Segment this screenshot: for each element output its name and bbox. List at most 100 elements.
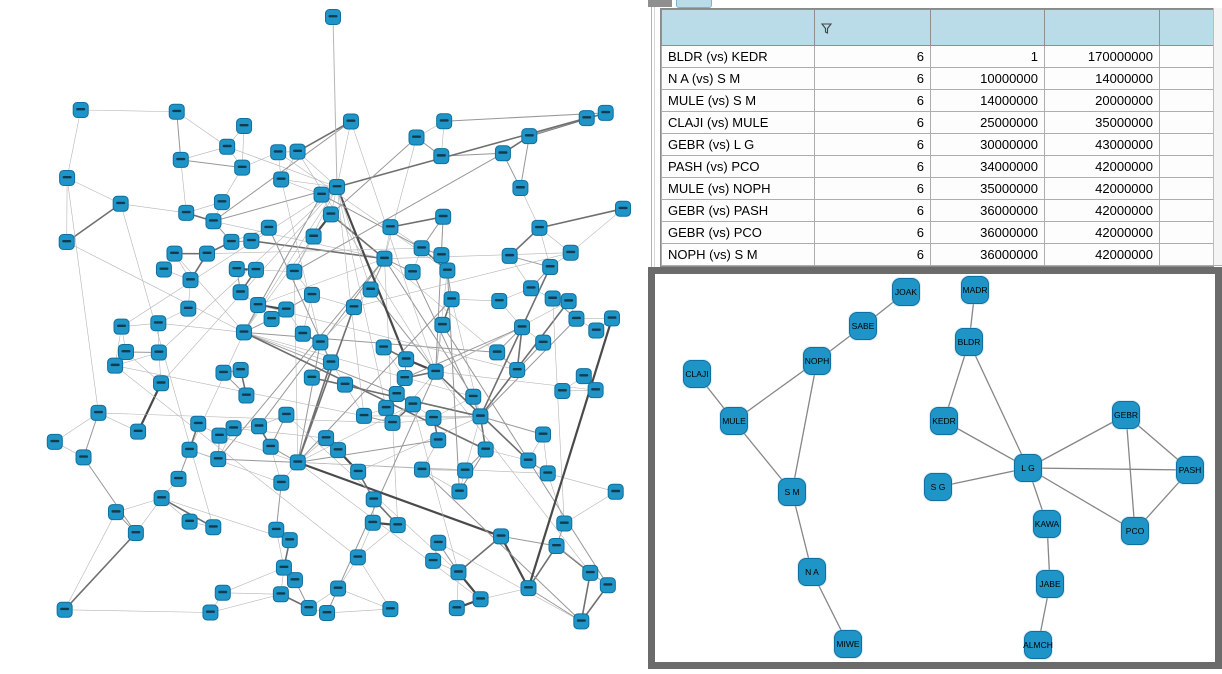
subnetwork-node-jabe[interactable]: JABE (1036, 570, 1064, 598)
node-label (495, 299, 504, 301)
node-label (154, 351, 163, 353)
node-label (293, 460, 302, 462)
node-label (539, 433, 548, 435)
node-label (429, 559, 438, 561)
node-label (206, 611, 215, 613)
network-edge (548, 473, 616, 491)
table-cell: 30000000 (931, 134, 1045, 156)
subnetwork-canvas[interactable]: JOAK MADR SABE BLDR NOPH CLAJI KEDR GEBR MULE L G… (655, 274, 1215, 662)
table-cell: N A (vs) S M (662, 68, 815, 90)
table-cell: 6 (815, 178, 931, 200)
filter-icon[interactable] (821, 23, 832, 34)
node-label (63, 176, 72, 178)
table-row[interactable]: CLAJI (vs) MULE625000000350000005.9 (662, 112, 1222, 134)
table-row[interactable]: BLDR (vs) KEDR61170000000192.0 (662, 46, 1222, 68)
table-row[interactable]: GEBR (vs) PASH636000000420000008.9 (662, 200, 1222, 222)
subnetwork-node-noph[interactable]: NOPH (803, 347, 831, 375)
node-label (469, 395, 478, 397)
node-label (79, 455, 88, 457)
subnetwork-node-pash[interactable]: PASH (1176, 456, 1204, 484)
network-edge (213, 121, 351, 221)
subnetwork-node-lg[interactable]: L G (1014, 454, 1042, 482)
table-row[interactable]: PASH (vs) PCO6340000004200000011.4 (662, 156, 1222, 178)
subnetwork-node-sm[interactable]: S M (778, 478, 806, 506)
edge-attribute-table: BLDR (vs) KEDR61170000000192.0N A (vs) S… (660, 8, 1214, 267)
subnetwork-node-gebr[interactable]: GEBR (1112, 401, 1140, 429)
subnetwork-node-na[interactable]: N A (798, 558, 826, 586)
node-label (304, 606, 313, 608)
subnetwork-node-sg[interactable]: S G (924, 473, 952, 501)
node-label (392, 392, 401, 394)
node-label (60, 608, 69, 610)
node-label (238, 166, 247, 168)
network-edge (501, 536, 556, 546)
table-cell: NOPH (vs) S M (662, 244, 815, 266)
node-label (360, 414, 369, 416)
subnetwork-node-claji[interactable]: CLAJI (683, 360, 711, 388)
node-label (307, 293, 316, 295)
column-header-startpo[interactable] (931, 10, 1045, 46)
subnetwork-node-miwe[interactable]: MIWE (834, 630, 862, 658)
node-label: S G (931, 482, 946, 492)
network-edge (84, 457, 136, 533)
table-cell: PASH (vs) PCO (662, 156, 815, 178)
table-row[interactable]: N A (vs) S M610000000140000006.6 (662, 68, 1222, 90)
subnetwork-node-pco[interactable]: PCO (1121, 517, 1149, 545)
subnetwork-edge[interactable] (1028, 468, 1190, 470)
subnetwork-edge[interactable] (792, 361, 817, 492)
node-label (236, 368, 245, 370)
subnetwork-node-sabe[interactable]: SABE (849, 312, 877, 340)
network-edge (331, 137, 417, 214)
main-network-panel (0, 0, 648, 669)
table-cell: 42000000 (1045, 156, 1160, 178)
node-label: MIWE (836, 639, 859, 649)
node-label (290, 578, 299, 580)
node-label (498, 151, 507, 153)
subnetwork-node-almch[interactable]: ALMCH (1024, 631, 1052, 659)
subnetwork-node-kawa[interactable]: KAWA (1033, 510, 1061, 538)
table-cell: 6 (815, 112, 931, 134)
node-label (111, 364, 120, 366)
node-label (476, 414, 485, 416)
column-header-chrom[interactable] (815, 10, 931, 46)
node-label (326, 212, 335, 214)
subnetwork-node-mule[interactable]: MULE (720, 407, 748, 435)
node-label (461, 469, 470, 471)
table-row[interactable]: MULE (vs) S M614000000200000007.5 (662, 90, 1222, 112)
table-cell: 170000000 (1045, 46, 1160, 68)
table-top-strip (648, 0, 1222, 7)
table-row[interactable]: MULE (vs) NOPH6350000004200000010.5 (662, 178, 1222, 200)
subnetwork-node-joak[interactable]: JOAK (892, 278, 920, 306)
table-cell: 6 (815, 200, 931, 222)
column-header-sharedname[interactable] (662, 10, 815, 46)
node-label (134, 430, 143, 432)
column-header-endpoint[interactable] (1045, 10, 1160, 46)
node-label (255, 424, 264, 426)
subnetwork-node-bldr[interactable]: BLDR (955, 328, 983, 356)
table-cell: MULE (vs) S M (662, 90, 815, 112)
scrollbar-thumb[interactable] (676, 0, 712, 8)
table-cell: GEBR (vs) PCO (662, 222, 815, 244)
node-label (217, 200, 226, 202)
node-label (429, 416, 438, 418)
node-label (131, 531, 140, 533)
subnetwork-edge[interactable] (1126, 415, 1135, 531)
node-label (437, 154, 446, 156)
node-label (582, 116, 591, 118)
node-label (239, 330, 248, 332)
node-label: NOPH (805, 356, 830, 366)
subnetwork-node-madr[interactable]: MADR (961, 276, 989, 304)
node-label (481, 448, 490, 450)
table-cell: 36000000 (931, 200, 1045, 222)
main-network-canvas[interactable] (0, 0, 648, 669)
table-row[interactable]: NOPH (vs) S M636000000420000009.9 (662, 244, 1222, 266)
table-cell: 6 (815, 156, 931, 178)
subnetwork-node-kedr[interactable]: KEDR (930, 407, 958, 435)
table-row[interactable]: GEBR (vs) PCO636000000420000008.4 (662, 222, 1222, 244)
node-label (285, 538, 294, 540)
node-label (276, 592, 285, 594)
subnetwork-edge[interactable] (969, 342, 1028, 468)
table-row[interactable]: GEBR (vs) L G6300000004300000016.9 (662, 134, 1222, 156)
table-cell: 6 (815, 90, 931, 112)
table-vertical-scrollbar[interactable] (1213, 8, 1222, 265)
